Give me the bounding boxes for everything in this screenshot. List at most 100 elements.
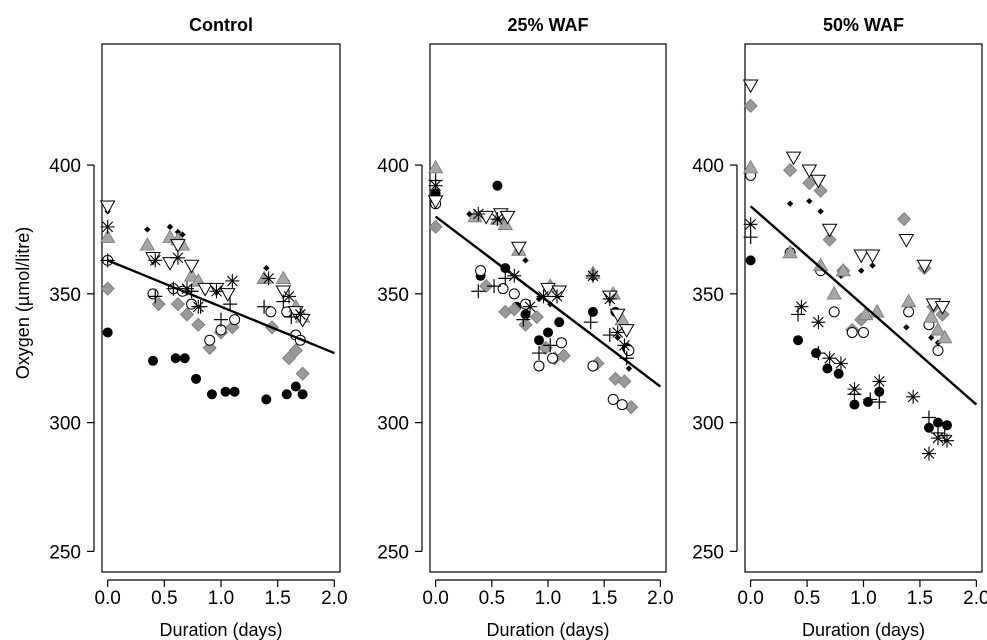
data-point-small-diamond [858,267,865,274]
x-tick-label: 1.5 [264,588,290,609]
data-point-open-circle [858,326,869,338]
data-point-open-triangle-down [275,285,292,300]
data-point-open-triangle-down [183,259,200,274]
data-point-open-triangle-down [801,164,818,179]
regression-line [107,259,335,355]
y-tick-label: 300 [377,414,409,435]
x-tick-label: 1.0 [208,588,234,609]
data-point-filled-circle [874,386,885,397]
x-tick-label: 0.5 [151,588,177,609]
data-point-asterisk [794,299,809,314]
data-point-open-circle [903,306,915,318]
data-point-filled-circle [543,327,553,338]
data-point-grey-diamond [783,163,798,178]
y-tick-label: 400 [377,156,409,177]
data-point-filled-circle [849,399,860,410]
data-point-plus [284,310,299,325]
data-point-asterisk [225,273,240,288]
data-point-asterisk [743,217,758,232]
data-point-small-diamond [179,231,186,238]
data-point-open-triangle-down [427,195,444,210]
data-point-open-triangle-down [742,79,759,94]
data-point-grey-diamond [202,340,217,355]
data-point-plus [921,410,936,425]
data-point-plus [743,230,758,245]
data-point-grey-triangle [742,159,759,174]
data-point-grey-diamond [179,307,195,322]
x-axis-label: Duration (days) [486,620,609,640]
data-point-grey-diamond [295,366,310,381]
data-point-grey-diamond [529,309,544,325]
data-point-grey-diamond [479,279,494,294]
data-point-filled-circle [942,420,953,431]
data-point-open-triangle-down [853,249,870,264]
x-tick-label: 2.0 [321,588,347,609]
data-point-small-diamond [522,257,529,264]
data-point-filled-circle [297,389,308,400]
data-point-small-diamond [869,262,876,269]
data-point-open-triangle-down [170,239,186,253]
data-point-plus [223,297,238,312]
data-point-open-circle [828,306,840,318]
data-point-grey-diamond [802,176,817,191]
data-point-asterisk [428,178,443,193]
data-point-open-circle [546,352,558,364]
data-point-small-diamond [166,223,174,231]
data-point-grey-diamond [151,297,166,312]
data-point-open-circle [265,306,277,318]
data-point-grey-diamond [100,281,115,296]
x-tick-label: 1.5 [591,588,617,609]
data-point-grey-diamond [897,212,912,227]
data-point-small-diamond [806,197,813,205]
x-tick-label: 1.0 [535,588,561,609]
data-point-grey-triangle [930,322,946,336]
x-tick-label: 0.5 [794,588,820,609]
data-point-grey-diamond [822,232,837,247]
data-point-plus [214,312,228,327]
data-point-asterisk [585,268,600,283]
data-point-plus [872,395,887,410]
data-point-asterisk [610,325,625,340]
data-point-filled-circle [745,255,756,266]
data-point-open-circle [497,283,509,295]
data-point-filled-circle [148,355,158,366]
data-point-filled-circle [102,327,113,338]
data-point-open-triangle-down [618,324,635,338]
data-point-small-diamond [817,208,824,215]
data-point-open-triangle-down [916,259,933,274]
data-point-open-circle [229,314,241,326]
data-point-plus [811,346,826,361]
x-tick-label: 2.0 [647,588,673,609]
panel-title: 50% WAF [823,15,904,35]
data-point-asterisk [811,315,826,330]
regression-line [434,215,662,388]
data-point-asterisk [549,289,564,304]
data-point-plus [487,279,502,294]
data-point-open-triangle-down [821,223,838,238]
y-tick-label: 400 [692,156,724,177]
data-point-plus [532,346,547,361]
data-point-grey-triangle [937,329,953,344]
data-point-filled-circle [191,373,202,384]
data-point-open-circle [932,344,944,356]
data-point-open-triangle-down [810,174,827,189]
data-point-grey-triangle [782,244,798,259]
data-point-open-triangle-down [99,200,116,215]
panel-title: 25% WAF [507,15,588,35]
data-point-filled-circle [261,394,272,405]
data-point-asterisk [261,271,276,286]
data-point-filled-circle [179,353,190,364]
panel-50-waf: 50% WAF 0.0 0.5 1.0 1.5 2.0 Duration (days) 250… [692,15,987,640]
data-point-grey-diamond [288,343,303,358]
data-point-plus [583,315,598,330]
data-point-asterisk [833,356,848,371]
data-point-asterisk [536,289,551,304]
data-point-open-circle [616,399,628,411]
x-tick-label: 1.5 [907,588,933,609]
data-point-small-diamond [625,365,633,372]
data-point-small-diamond [786,200,794,207]
data-point-open-triangle-down [785,151,802,166]
x-tick-label: 1.0 [850,588,876,609]
data-point-asterisk [930,431,945,446]
